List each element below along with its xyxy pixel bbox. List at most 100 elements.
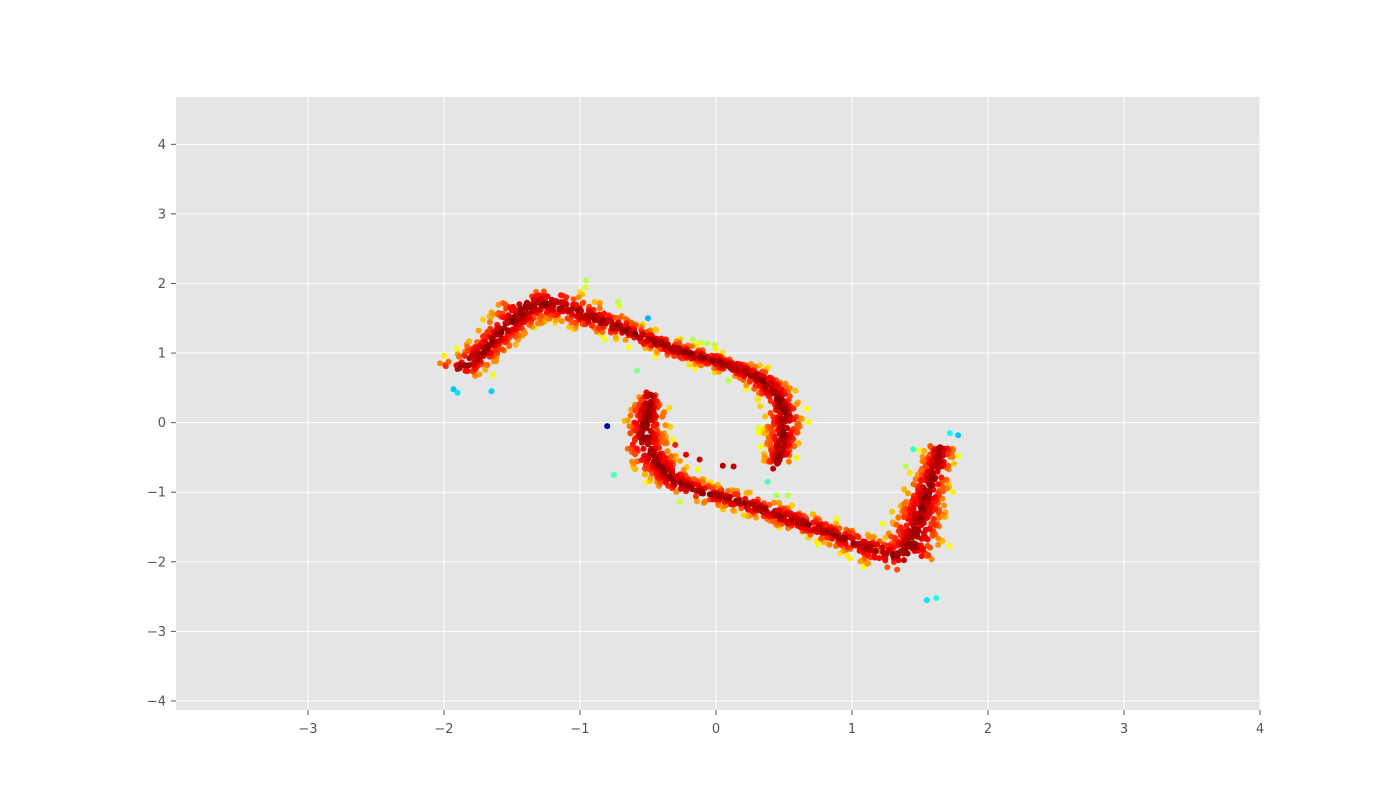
scatter-point [612, 334, 619, 341]
scatter-point [867, 543, 874, 550]
scatter-point [466, 362, 473, 368]
scatter-point [826, 541, 833, 548]
scatter-point [540, 288, 547, 295]
scatter-point [785, 458, 792, 465]
scatter-point [882, 534, 889, 541]
scatter-point [659, 465, 666, 472]
scatter-point [634, 367, 641, 374]
scatter-point [688, 351, 695, 358]
scatter-point [662, 422, 669, 429]
scatter-point [905, 490, 911, 497]
y-tick-label: 2 [158, 277, 166, 292]
x-tick-label: 4 [1256, 722, 1264, 737]
scatter-point [647, 474, 654, 481]
scatter-point [523, 304, 530, 311]
scatter-point [579, 300, 586, 307]
scatter-point [895, 514, 902, 521]
scatter-point [741, 500, 748, 506]
scatter-point [901, 514, 908, 520]
scatter-point [839, 534, 846, 541]
scatter-point [935, 514, 942, 521]
scatter-point [955, 432, 962, 439]
scatter-point [894, 552, 901, 559]
scatter-point [641, 471, 648, 478]
scatter-point [920, 530, 927, 537]
scatter-point [579, 313, 585, 320]
scatter-point [793, 454, 800, 461]
scatter-point [599, 318, 606, 325]
scatter-point [666, 473, 673, 480]
scatter-point [482, 366, 489, 373]
scatter-point [781, 406, 788, 413]
scatter-point [776, 454, 782, 461]
scatter-point [555, 299, 562, 306]
scatter-point [488, 388, 495, 395]
scatter-point [764, 478, 771, 485]
scatter-point [811, 527, 818, 534]
scatter-point [676, 457, 683, 464]
scatter-point [712, 345, 719, 352]
scatter-point [659, 413, 666, 420]
scatter-point [730, 507, 737, 514]
scatter-point [813, 538, 820, 545]
scatter-point [501, 325, 508, 331]
scatter-point [903, 522, 910, 529]
scatter-point [655, 461, 662, 468]
scatter-point [910, 506, 917, 513]
scatter-point [489, 338, 496, 345]
scatter-point [480, 349, 487, 356]
scatter-point [694, 341, 701, 348]
scatter-point [901, 557, 907, 564]
scatter-point [611, 471, 617, 478]
scatter-point [876, 555, 883, 562]
scatter-point [660, 439, 667, 446]
scatter-point [652, 338, 659, 345]
scatter-point [574, 307, 581, 314]
scatter-point [776, 512, 783, 519]
scatter-point [902, 548, 909, 555]
scatter-point [933, 595, 940, 601]
scatter-point [533, 297, 540, 304]
x-tick-label: −2 [434, 722, 453, 737]
scatter-point [731, 491, 738, 498]
scatter-point [931, 463, 938, 470]
scatter-point [454, 389, 461, 396]
scatter-point [498, 329, 505, 336]
scatter-point [884, 564, 891, 571]
scatter-point [924, 542, 931, 549]
scatter-point [648, 452, 655, 459]
x-tick-label: 2 [984, 722, 992, 737]
scatter-point [766, 374, 773, 381]
scatter-point [462, 367, 469, 374]
scatter-point [880, 549, 887, 556]
scatter-point [645, 315, 651, 322]
scatter-point [923, 597, 930, 604]
scatter-point [626, 344, 633, 351]
scatter-point [599, 329, 606, 335]
scatter-point [466, 355, 473, 362]
y-tick-label: −2 [147, 555, 166, 570]
scatter-point [722, 361, 729, 368]
scatter-point [946, 430, 953, 437]
scatter-point [492, 358, 499, 365]
scatter-point [566, 315, 573, 322]
scatter-point [946, 543, 953, 549]
scatter-point [642, 418, 649, 425]
scatter-point [627, 412, 634, 419]
scatter-point [889, 551, 896, 558]
scatter-point [640, 445, 647, 452]
scatter-point [930, 521, 937, 528]
scatter-point [792, 387, 799, 394]
scatter-point [694, 466, 701, 473]
scatter-point [676, 499, 683, 505]
scatter-point [919, 545, 926, 552]
scatter-point [683, 451, 689, 458]
scatter-point [641, 423, 648, 430]
scatter-point [788, 502, 795, 509]
scatter-point [757, 403, 764, 410]
scatter-point [473, 350, 480, 357]
scatter-point [762, 382, 769, 389]
scatter-point [768, 383, 775, 390]
scatter-point [557, 306, 564, 312]
